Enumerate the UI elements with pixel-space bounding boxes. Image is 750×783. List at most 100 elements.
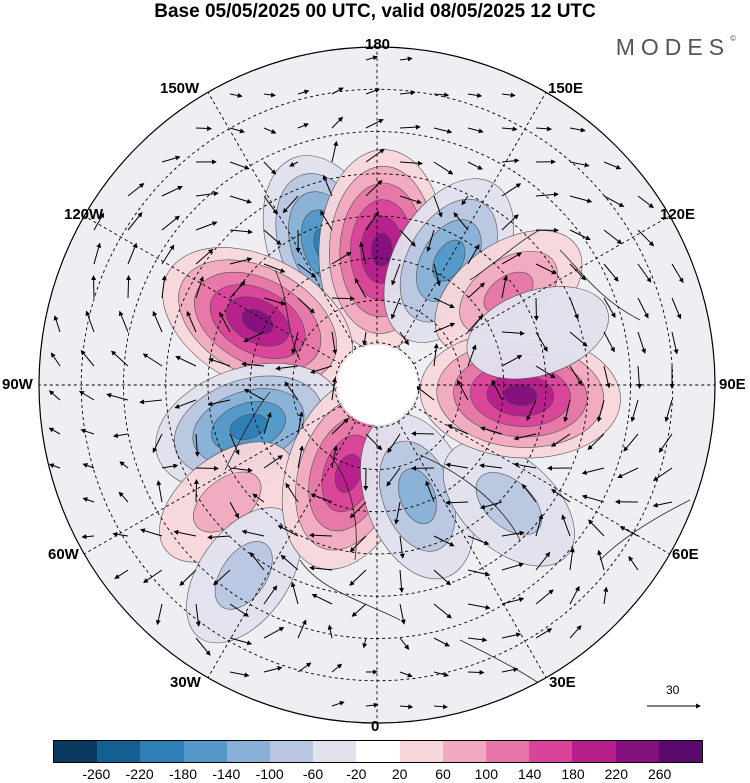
map-border xyxy=(38,46,716,724)
wind-arrow xyxy=(229,229,253,235)
wind-arrow xyxy=(309,532,333,538)
wind-arrow xyxy=(114,569,129,579)
wind-arrow xyxy=(152,433,163,454)
lon-label-60w: 60W xyxy=(48,546,79,563)
colorbar-swatch xyxy=(270,741,314,762)
wind-arrow xyxy=(362,331,368,346)
wind-arrow xyxy=(453,212,469,231)
colorbar-tick-label: 20 xyxy=(391,766,408,782)
wind-arrow xyxy=(365,702,379,708)
wind-arrow xyxy=(349,535,367,553)
wind-arrow xyxy=(229,195,252,204)
wind-arrow xyxy=(550,433,571,447)
wind-arrow xyxy=(426,229,435,253)
wind-arrow xyxy=(501,214,519,231)
anomaly-low-hudson-bay xyxy=(229,413,268,440)
wind-arrow xyxy=(241,529,265,537)
colorbar-tick-label: 180 xyxy=(561,766,585,782)
wind-arrow xyxy=(48,390,61,401)
colorbar-ticks: -260 -220 -180 -140 -100 -60 -20 20 60 100 140 180 2… xyxy=(53,766,703,783)
wind-arrow xyxy=(161,463,179,469)
lon-label-180: 180 xyxy=(365,36,391,53)
wind-arrow xyxy=(513,433,537,441)
colorbar-swatch xyxy=(183,741,227,762)
wind-arrow xyxy=(467,603,491,610)
map-disc xyxy=(39,47,715,723)
wind-arrow xyxy=(93,242,102,265)
wind-arrow xyxy=(671,331,679,355)
wind-arrow xyxy=(561,514,571,537)
lon-label-150w: 150W xyxy=(160,80,200,97)
wind-arrow xyxy=(174,399,197,409)
colorbar-tick-label: 60 xyxy=(435,766,451,782)
wind-arrow xyxy=(195,221,218,231)
wind-arrow xyxy=(390,297,401,320)
wind-arrow xyxy=(569,127,586,133)
wind-arrow xyxy=(297,619,307,639)
wind-arrow xyxy=(501,667,519,673)
wind-arrow xyxy=(637,263,652,283)
lon-label-60e: 60E xyxy=(672,546,699,563)
wind-arrow xyxy=(399,160,423,166)
colorbar-tick-label: -180 xyxy=(168,766,198,782)
colorbar-tick-label: 260 xyxy=(647,766,672,782)
lon-label-120w: 120W xyxy=(64,206,104,223)
wind-arrow xyxy=(362,637,368,649)
wind-arrow xyxy=(479,501,503,510)
wind-arrow xyxy=(119,461,129,469)
meridian xyxy=(397,421,547,678)
wind-arrow xyxy=(399,56,413,62)
wind-arrow xyxy=(501,562,525,571)
wind-arrow xyxy=(433,637,450,647)
wind-arrow xyxy=(501,632,522,639)
wind-arrow xyxy=(637,331,646,354)
wind-arrow xyxy=(535,589,554,605)
wind-arrow xyxy=(399,331,409,346)
wind-arrow xyxy=(322,174,333,197)
lon-label-30e: 30E xyxy=(549,674,576,691)
colorbar-swatch xyxy=(572,741,616,762)
wind-arrow xyxy=(161,275,167,299)
wind-arrow xyxy=(630,399,639,423)
wind-arrow xyxy=(569,365,583,386)
wind-arrow xyxy=(551,488,571,503)
wind-arrow xyxy=(351,603,367,617)
wind-arrow xyxy=(331,116,344,129)
lon-label-90e: 90E xyxy=(719,376,746,393)
wind-vectors xyxy=(48,55,684,710)
wind-arrow xyxy=(82,497,95,503)
wind-arrow xyxy=(143,569,163,584)
wind-arrow xyxy=(491,379,503,401)
meridian xyxy=(84,405,341,555)
wind-arrow xyxy=(263,92,276,98)
wind-arrow xyxy=(387,433,401,454)
wind-arrow xyxy=(603,297,616,318)
wind-arrow xyxy=(349,501,367,519)
wind-arrow xyxy=(501,126,518,132)
colorbar-swatch xyxy=(529,741,573,762)
colorbar-swatch xyxy=(226,741,271,762)
wind-arrow xyxy=(310,365,333,374)
lon-label-120e: 120E xyxy=(660,206,696,223)
lon-label-0: 0 xyxy=(371,718,380,735)
meridian xyxy=(207,92,357,349)
wind-arrow xyxy=(263,455,284,469)
wind-arrow xyxy=(80,428,95,435)
wind-arrow xyxy=(501,330,525,336)
wind-arrow xyxy=(671,297,682,320)
colorbar-swatch xyxy=(140,741,184,762)
pole-cap xyxy=(337,345,417,425)
wind-arrow xyxy=(241,361,265,367)
wind-arrow xyxy=(399,195,422,204)
wind-arrow xyxy=(617,467,639,479)
wind-arrow xyxy=(331,140,339,163)
wind-arrow xyxy=(194,433,200,457)
wind-arrow xyxy=(603,586,609,605)
wind-arrow xyxy=(501,158,520,164)
wind-arrow xyxy=(263,195,278,215)
wind-arrow xyxy=(331,700,345,707)
wind-arrow xyxy=(479,426,503,435)
wind-arrow xyxy=(399,569,404,593)
lon-label-30w: 30W xyxy=(170,674,201,691)
colorbar-tick-label: -100 xyxy=(255,766,284,782)
